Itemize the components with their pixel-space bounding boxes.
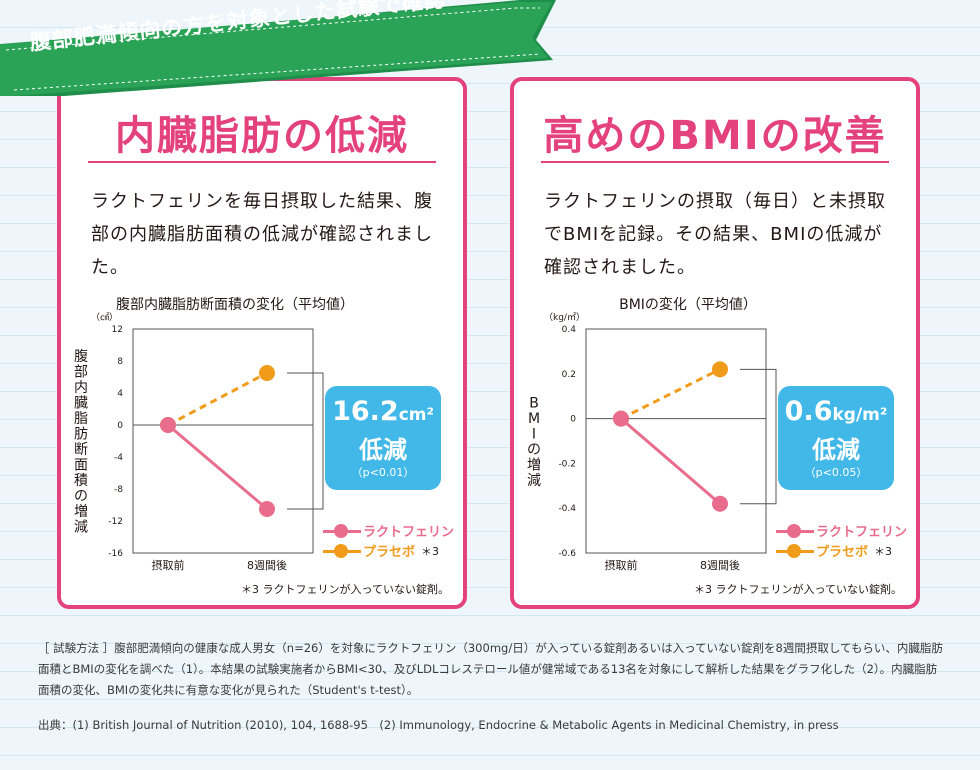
legend-placebo-label: プラセボ [363, 545, 416, 560]
plot-frame [132, 328, 314, 554]
y-axis-label-char: 臓 [74, 395, 88, 411]
y-axis-label-char: B [529, 395, 539, 411]
y-axis-label-char: 断 [74, 442, 88, 458]
legend-placebo-marker [323, 543, 361, 558]
legend-placebo: プラセボ ＊3 [323, 541, 439, 560]
y-tick-label: -8 [114, 485, 123, 495]
y-tick-label: -0.6 [558, 549, 576, 559]
y-axis-label-char: の [527, 442, 541, 458]
legend-lactoferrin-label: ラクトフェリン [816, 525, 908, 540]
badge-unit: cm² [398, 405, 434, 425]
card-description: ラクトフェリンを毎日摂取した結果、腹部の内臓脂肪面積の低減が確認されました。 [91, 191, 433, 278]
y-axis-label-char: 積 [74, 473, 88, 489]
visceral-fat-card: 内臓脂肪の低減 ラクトフェリンを毎日摂取した結果、腹部の内臓脂肪面積の低減が確認… [57, 77, 467, 609]
legend-lactoferrin-marker [776, 523, 814, 538]
difference-bracket [287, 372, 324, 510]
plot-frame [585, 328, 767, 554]
y-unit-label: （㎠） [91, 312, 118, 323]
result-badge: 16.2cm² 低減 （p<0.01） [325, 386, 441, 490]
y-axis-label-char: 面 [74, 457, 88, 473]
bmi-card: 高めのBMIの改善 ラクトフェリンの摂取（毎日）と未摂取でBMIを記録。その結果… [510, 77, 920, 609]
data-point-placebo [712, 361, 728, 378]
card-description: ラクトフェリンの摂取（毎日）と未摂取でBMIを記録。その結果、BMIの低減が確認… [544, 191, 886, 278]
y-tick-label: 0.2 [562, 370, 576, 380]
chart-title: 腹部内臓脂肪断面積の変化（平均値） [116, 296, 354, 313]
y-tick-label: -12 [108, 517, 123, 527]
y-axis-label-char: の [74, 488, 88, 504]
y-axis-label-char: 内 [74, 380, 88, 396]
y-axis-label-char: 肪 [74, 426, 88, 442]
title-divider [88, 161, 436, 163]
legend-lactoferrin-marker [323, 523, 361, 538]
x-tick-label: 摂取前 [152, 558, 185, 572]
source-citation: 出典：(1) British Journal of Nutrition (201… [38, 718, 839, 732]
data-point-lactoferrin [712, 495, 728, 512]
result-badge: 0.6kg/m² 低減 （p<0.05） [778, 386, 894, 490]
badge-value-row: 0.6kg/m² [778, 396, 894, 427]
legend-lactoferrin-label: ラクトフェリン [363, 525, 455, 540]
test-method-text: ［ 試験方法 ］腹部肥満傾向の健康な成人男女（n=26）を対象にラクトフェリン（… [38, 641, 943, 697]
card-title: 高めのBMIの改善 [543, 113, 887, 159]
chart-footnote: ＊3 ラクトフェリンが入っていない錠剤。 [694, 583, 902, 596]
series-line-lactoferrin [167, 423, 268, 511]
title-divider [541, 161, 889, 163]
legend-placebo-label: プラセボ [816, 545, 869, 560]
badge-p-value: （p<0.01） [351, 466, 415, 479]
badge-label: 低減 [359, 436, 407, 464]
legend-placebo-marker [776, 543, 814, 558]
y-axis-label-char: 脂 [74, 411, 88, 427]
badge-value: 16.2 [332, 396, 399, 427]
y-tick-label: -16 [108, 549, 123, 559]
y-tick-label: 0 [570, 415, 576, 425]
legend-lactoferrin: ラクトフェリン [776, 521, 907, 540]
y-tick-label: 8 [117, 357, 123, 367]
legend-placebo: プラセボ ＊3 [776, 541, 892, 560]
y-tick-label: -4 [114, 453, 123, 463]
legend-note-mark: ＊3 [421, 544, 440, 558]
chart-title: BMIの変化（平均値） [619, 296, 757, 313]
y-axis-label-char: 増 [527, 457, 541, 473]
badge-value: 0.6 [784, 396, 833, 427]
difference-bracket [740, 368, 777, 505]
card-title: 内臓脂肪の低減 [115, 113, 409, 159]
y-tick-label: -0.4 [558, 504, 576, 514]
y-axis-label-char: 減 [527, 472, 541, 489]
y-unit-label: （kg/㎡） [544, 312, 585, 323]
legend-lactoferrin: ラクトフェリン [323, 521, 454, 540]
y-axis-label-char: 増 [74, 504, 88, 520]
x-tick-label: 8週間後 [700, 558, 740, 572]
chart-footnote: ＊3 ラクトフェリンが入っていない錠剤。 [241, 583, 449, 596]
y-axis-label-char: I [532, 426, 536, 442]
banner-ribbon [0, 0, 556, 96]
y-axis-label-char: 腹 [74, 348, 88, 365]
y-tick-label: 4 [117, 389, 123, 399]
badge-label: 低減 [812, 436, 860, 464]
y-axis-label-char: 部 [74, 364, 88, 380]
y-tick-label: 0 [117, 421, 123, 431]
y-tick-label: 12 [112, 325, 123, 335]
y-axis-label-char: M [528, 411, 540, 427]
badge-p-value: （p<0.05） [804, 466, 868, 479]
badge-value-row: 16.2cm² [325, 396, 441, 427]
y-tick-label: 0.4 [562, 325, 577, 335]
series-line-placebo [620, 367, 721, 420]
data-point-lactoferrin [259, 501, 275, 517]
x-tick-label: 8週間後 [247, 558, 287, 572]
y-axis-label-char: 減 [74, 518, 88, 535]
legend-note-mark: ＊3 [874, 544, 893, 558]
series-line-lactoferrin [620, 417, 721, 505]
y-tick-label: -0.2 [558, 459, 576, 469]
data-point-lactoferrin [613, 410, 629, 427]
series-line-placebo [167, 371, 268, 427]
data-point-lactoferrin [160, 417, 176, 433]
x-tick-label: 摂取前 [605, 558, 638, 572]
data-point-placebo [259, 365, 275, 381]
badge-unit: kg/m² [832, 405, 888, 425]
